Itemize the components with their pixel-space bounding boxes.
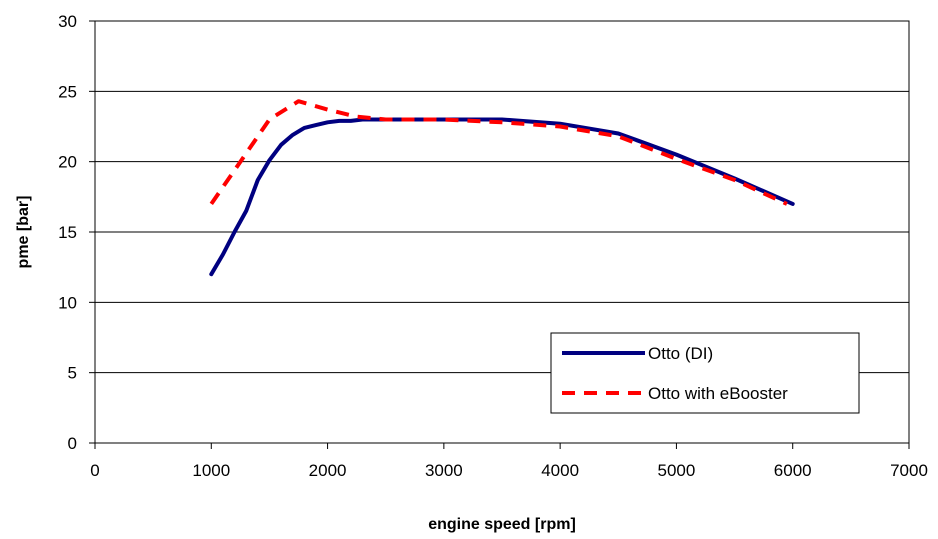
series-line-1 bbox=[209, 117, 795, 277]
legend-label-2: Otto with eBooster bbox=[648, 384, 788, 403]
x-tick-label: 6000 bbox=[774, 461, 812, 480]
legend: Otto (DI) Otto with eBooster bbox=[550, 332, 860, 414]
y-axis-title: pme [bar] bbox=[15, 196, 32, 269]
y-tick-label: 0 bbox=[68, 434, 77, 453]
y-tick-label: 30 bbox=[58, 12, 77, 31]
x-tick-label: 5000 bbox=[658, 461, 696, 480]
legend-box bbox=[550, 332, 860, 414]
x-tick-label: 7000 bbox=[890, 461, 928, 480]
y-tick-label: 15 bbox=[58, 223, 77, 242]
x-tick-label: 1000 bbox=[192, 461, 230, 480]
legend-label-1: Otto (DI) bbox=[648, 344, 713, 363]
x-tick-label: 0 bbox=[90, 461, 99, 480]
x-tick-label: 3000 bbox=[425, 461, 463, 480]
series-lines bbox=[209, 99, 795, 277]
axis-ticks: 0 5 10 15 20 25 30 0 1000 2000 3000 4000 5000 6000 700… bbox=[58, 12, 928, 480]
x-tick-label: 4000 bbox=[541, 461, 579, 480]
x-axis-title: engine speed [rpm] bbox=[428, 516, 576, 533]
y-tick-label: 20 bbox=[58, 153, 77, 172]
y-tick-label: 10 bbox=[58, 293, 77, 312]
series-line-2 bbox=[209, 99, 788, 206]
x-tick-label: 2000 bbox=[309, 461, 347, 480]
y-tick-label: 25 bbox=[58, 82, 77, 101]
y-tick-label: 5 bbox=[68, 364, 77, 383]
